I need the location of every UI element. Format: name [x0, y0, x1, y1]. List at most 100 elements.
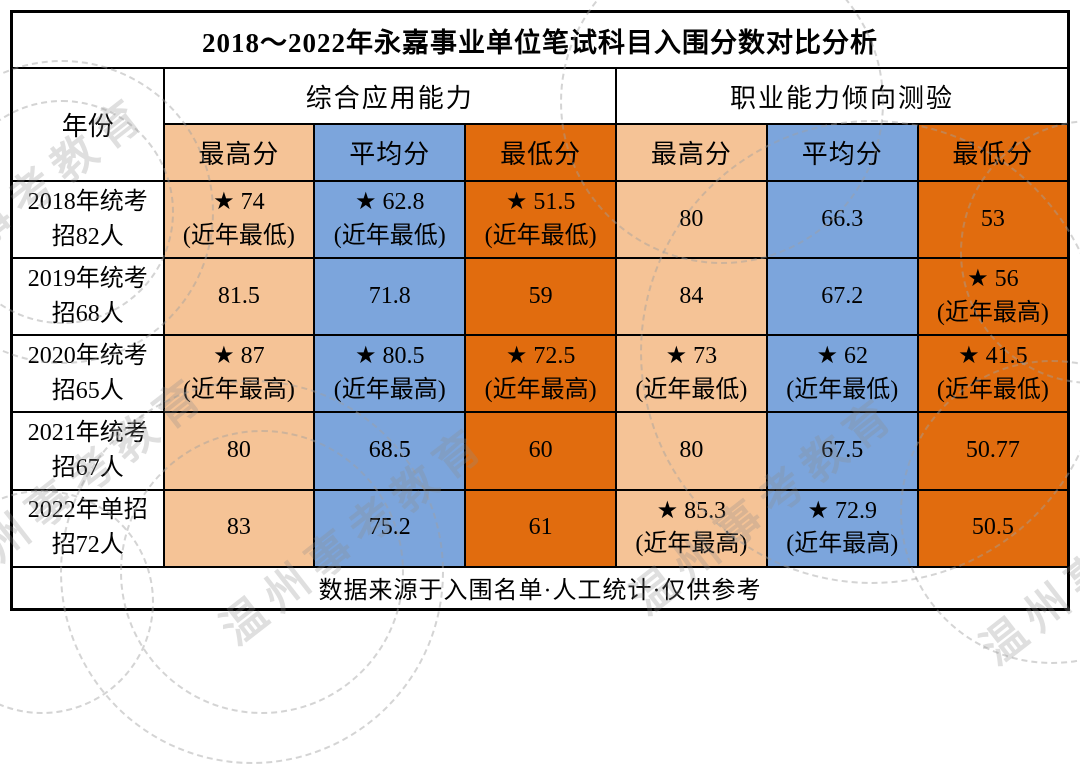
score-cell: ★ 73 (近年最低) — [614, 334, 768, 414]
score-cell: 83 — [162, 488, 316, 568]
score-value: 84 — [679, 282, 704, 309]
score-cell: ★ 41.5 (近年最低) — [916, 334, 1070, 414]
score-value: ★ 85.3 — [656, 497, 727, 524]
score-note: (近年最低) — [786, 376, 899, 403]
table-row-2020: 2020年统考 招65人 ★ 87 (近年最高) ★ 80.5 (近年最高) ★ 7… — [10, 334, 1070, 414]
score-note: (近年最低) — [333, 222, 446, 249]
score-value: 80 — [679, 437, 704, 464]
year-line2: 招72人 — [51, 532, 124, 559]
score-value: 67.5 — [821, 437, 864, 464]
year-line1: 2019年统考 — [27, 265, 148, 292]
year-line1: 2022年单招 — [27, 497, 148, 524]
table-row-2022: 2022年单招 招72人 83 75.2 61 ★ 85.3 (近年最高) ★ 7… — [10, 488, 1070, 568]
score-cell: ★ 51.5 (近年最低) — [464, 180, 617, 260]
score-cell: 59 — [464, 257, 617, 337]
year-line1: 2021年统考 — [27, 420, 148, 447]
score-note: (近年最低) — [182, 222, 295, 249]
table-title: 2018～2022年永嘉事业单位笔试科目入围分数对比分析 — [10, 10, 1070, 70]
score-cell: 67.2 — [765, 257, 919, 337]
score-cell: 60 — [464, 411, 617, 491]
score-value: ★ 74 — [213, 189, 265, 215]
score-note: (近年最高) — [484, 376, 597, 403]
subheader-max-1: 最高分 — [162, 123, 316, 183]
score-note: (近年最低) — [635, 376, 748, 403]
subheader-max-2: 最高分 — [614, 123, 768, 183]
score-value: ★ 80.5 — [354, 343, 425, 370]
score-value: ★ 73 — [665, 343, 718, 370]
score-value: 67.2 — [821, 282, 864, 309]
score-cell: ★ 72.9 (近年最高) — [765, 488, 919, 568]
score-cell: 61 — [464, 488, 617, 568]
score-value: ★ 51.5 — [505, 189, 576, 215]
score-value: ★ 72.9 — [807, 497, 877, 524]
year-cell: 2018年统考 招82人 — [10, 180, 165, 260]
score-cell: 68.5 — [313, 411, 467, 491]
score-value: ★ 41.5 — [958, 343, 1028, 370]
year-line1: 2018年统考 — [27, 188, 148, 215]
year-line1: 2020年统考 — [27, 343, 148, 370]
subheader-avg-1: 平均分 — [313, 123, 467, 183]
score-value: 66.3 — [821, 205, 864, 232]
score-value: 81.5 — [217, 282, 260, 309]
score-cell: ★ 74 (近年最低) — [162, 180, 316, 260]
year-cell: 2021年统考 招67人 — [10, 411, 165, 491]
year-line2: 招68人 — [51, 300, 124, 327]
score-note: (近年最高) — [936, 299, 1049, 326]
score-cell: 50.77 — [916, 411, 1070, 491]
score-cell: 75.2 — [313, 488, 467, 568]
score-cell: 66.3 — [765, 180, 919, 260]
score-cell: 53 — [916, 180, 1070, 260]
score-value: 75.2 — [368, 514, 411, 541]
score-value: 60 — [528, 437, 553, 464]
score-cell: 67.5 — [765, 411, 919, 491]
score-value: 80 — [679, 205, 704, 232]
year-cell: 2020年统考 招65人 — [10, 334, 165, 414]
score-value: 50.5 — [971, 514, 1014, 541]
score-value: 83 — [226, 514, 251, 541]
score-note: (近年最高) — [635, 531, 748, 558]
score-value: 61 — [528, 514, 553, 541]
score-cell: 84 — [614, 257, 768, 337]
year-line2: 招67人 — [51, 455, 124, 482]
score-value: 53 — [980, 205, 1005, 232]
score-cell: ★ 62.8 (近年最低) — [313, 180, 467, 260]
score-cell: 80 — [614, 180, 768, 260]
score-cell: ★ 62 (近年最低) — [765, 334, 919, 414]
table-row-2021: 2021年统考 招67人 80 68.5 60 80 67.5 50.77 — [10, 411, 1070, 491]
score-value: 80 — [226, 437, 251, 464]
table-row-2018: 2018年统考 招82人 ★ 74 (近年最低) ★ 62.8 (近年最低) ★ 5… — [10, 180, 1070, 260]
score-cell: 71.8 — [313, 257, 467, 337]
score-value: ★ 62 — [816, 343, 868, 370]
score-cell: ★ 85.3 (近年最高) — [614, 488, 768, 568]
subheader-min-1: 最低分 — [464, 123, 617, 183]
score-value: ★ 87 — [213, 343, 265, 370]
group-header-aptitude: 职业能力倾向测验 — [614, 67, 1070, 126]
subheader-avg-2: 平均分 — [765, 123, 919, 183]
score-cell: 80 — [614, 411, 768, 491]
data-source-note: 数据来源于入围名单·人工统计·仅供参考 — [10, 565, 1070, 611]
score-comparison-table: 2018～2022年永嘉事业单位笔试科目入围分数对比分析 年份 综合应用能力 职… — [10, 10, 1070, 611]
score-note: (近年最高) — [786, 531, 899, 558]
year-column-header: 年份 — [10, 67, 165, 183]
score-value: 71.8 — [368, 282, 411, 309]
score-cell: 81.5 — [162, 257, 316, 337]
year-cell: 2019年统考 招68人 — [10, 257, 165, 337]
score-cell: ★ 56 (近年最高) — [916, 257, 1070, 337]
score-note: (近年最高) — [182, 376, 295, 403]
subheader-min-2: 最低分 — [916, 123, 1070, 183]
score-cell: 80 — [162, 411, 316, 491]
group-header-comprehensive: 综合应用能力 — [162, 67, 617, 126]
score-cell: ★ 87 (近年最高) — [162, 334, 316, 414]
year-cell: 2022年单招 招72人 — [10, 488, 165, 568]
score-cell: 50.5 — [916, 488, 1070, 568]
year-line2: 招82人 — [51, 223, 124, 250]
year-line2: 招65人 — [51, 377, 124, 404]
score-note: (近年最高) — [333, 376, 446, 403]
score-note: (近年最低) — [936, 376, 1049, 403]
score-value: ★ 72.5 — [505, 343, 576, 370]
score-cell: ★ 80.5 (近年最高) — [313, 334, 467, 414]
score-value: ★ 62.8 — [354, 189, 425, 215]
score-value: 68.5 — [368, 437, 411, 464]
score-value: ★ 56 — [967, 266, 1019, 293]
score-value: 59 — [528, 282, 553, 309]
